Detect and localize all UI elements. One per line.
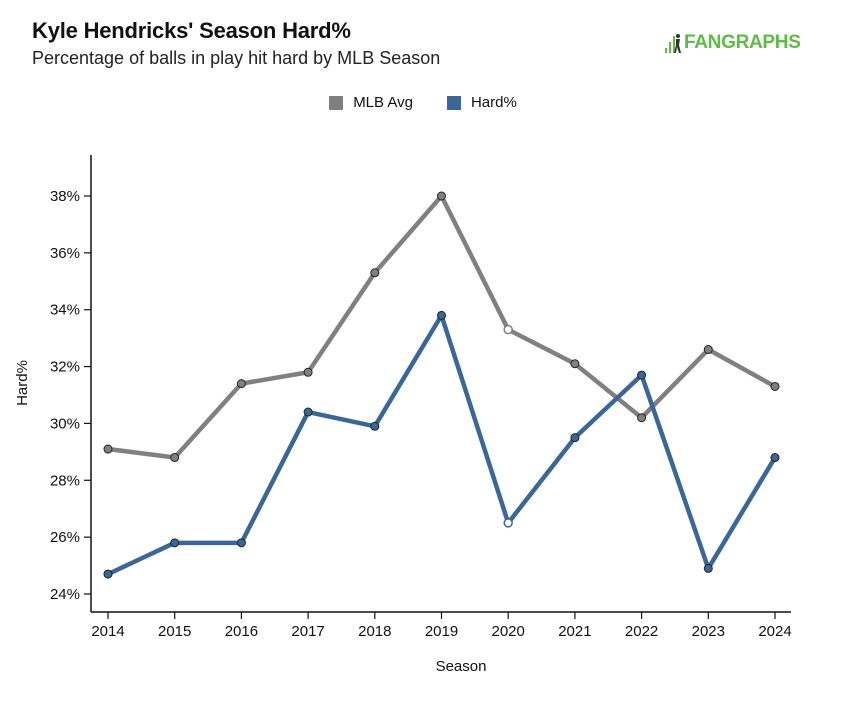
legend-swatch-hard [446, 95, 461, 110]
legend-item-mlb-avg[interactable]: MLB Avg [329, 94, 413, 111]
x-tick-label: 2024 [758, 623, 791, 640]
fangraphs-logo[interactable]: FANGRAPHS [664, 30, 801, 56]
x-tick-label: 2016 [225, 623, 258, 640]
data-point-hard [637, 370, 647, 380]
x-tick-label: 2015 [158, 623, 191, 640]
chart-axes: 24% 26% 28% 30% 32% 34% 36% 38% 2014 2015 2016 2017… [50, 155, 792, 640]
chart-subtitle: Percentage of balls in play hit hard by … [32, 48, 441, 68]
data-point-mlb-avg [303, 367, 313, 377]
y-tick-label: 38% [50, 188, 80, 205]
y-tick-label: 30% [50, 415, 80, 432]
series-line-mlb-avg [105, 193, 778, 460]
legend-label-mlb-avg: MLB Avg [353, 94, 413, 111]
data-point-hard [236, 538, 246, 548]
x-tick-label: 2021 [558, 623, 591, 640]
x-tick-label: 2014 [91, 623, 124, 640]
legend-item-hard[interactable]: Hard% [446, 94, 517, 111]
chart-series-lines [105, 193, 778, 577]
chart-series-points [103, 191, 780, 579]
chart-legend: MLB Avg Hard% [0, 94, 846, 111]
y-tick-label: 24% [50, 586, 80, 603]
y-tick-label: 32% [50, 359, 80, 376]
data-point-mlb-avg [370, 268, 380, 278]
y-tick-label: 28% [50, 472, 80, 489]
x-tick-label: 2020 [492, 623, 525, 640]
y-axis-title: Hard% [14, 360, 31, 406]
data-point-hard [703, 563, 713, 573]
fangraphs-logo-text: FANGRAPHS [684, 32, 801, 53]
fangraphs-logo-icon [665, 34, 681, 53]
series-line-hard [105, 313, 778, 577]
x-tick-label: 2022 [625, 623, 658, 640]
data-point-hard [770, 453, 780, 463]
legend-swatch-mlb-avg [329, 95, 344, 110]
x-tick-label: 2023 [692, 623, 725, 640]
data-point-hard [370, 421, 380, 431]
data-point-mlb-avg [236, 379, 246, 389]
y-tick-label: 34% [50, 302, 80, 319]
data-point-hard [570, 433, 580, 443]
data-point-mlb-avg [437, 191, 446, 201]
data-point-mlb-avg [770, 381, 780, 391]
chart-title: Kyle Hendricks' Season Hard% [32, 18, 351, 43]
data-point-hard [503, 518, 513, 528]
data-point-mlb-avg [637, 413, 647, 423]
x-tick-label: 2017 [291, 623, 324, 640]
x-axis-title: Season [436, 658, 487, 675]
data-point-mlb-avg [703, 345, 713, 355]
x-tick-label: 2019 [425, 623, 458, 640]
legend-label-hard: Hard% [470, 94, 517, 111]
data-point-hard [103, 569, 113, 579]
data-point-hard [303, 407, 313, 417]
data-point-hard [437, 310, 446, 320]
data-point-mlb-avg [170, 453, 180, 463]
data-point-mlb-avg [103, 444, 113, 454]
data-point-mlb-avg [570, 359, 580, 369]
data-point-mlb-avg [503, 324, 513, 335]
data-point-hard [170, 538, 180, 548]
y-tick-label: 36% [50, 245, 80, 262]
y-tick-label: 26% [50, 529, 80, 546]
x-tick-label: 2018 [358, 623, 391, 640]
